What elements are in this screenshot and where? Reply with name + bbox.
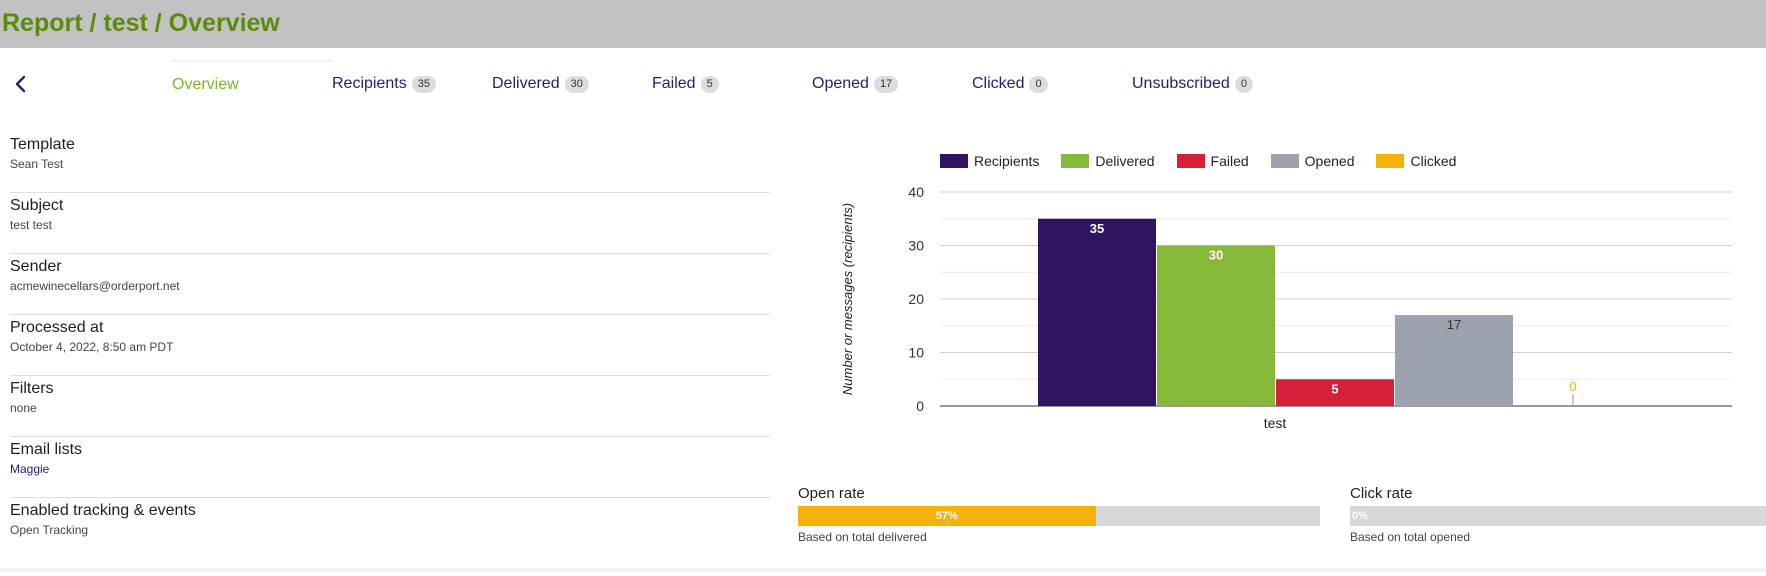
y-axis-label: Number or messages (recipients) [840,203,855,395]
x-category-label: test [1264,415,1287,431]
detail-value: Sean Test [10,157,64,171]
legend-item-recipients[interactable]: Recipients [940,153,1039,169]
y-tick-label: 0 [916,398,924,414]
bar-value-label: 30 [1209,248,1223,263]
tab-clicked[interactable]: Clicked 0 [972,60,1048,108]
detail-sender: Sender acmewinecellars@orderport.net [10,254,770,315]
chart-legend: Recipients Delivered Failed Opened Click… [940,151,1478,171]
count-badge: 0 [1029,75,1048,93]
detail-value: none [10,401,37,415]
report-tabs: Overview Recipients 35 Delivered 30 Fail… [0,60,1766,108]
count-badge: 35 [411,75,436,93]
tab-label: Overview [172,76,239,93]
detail-label: Filters [10,380,54,397]
open-rate-title: Open rate [798,485,865,502]
tab-recipients[interactable]: Recipients 35 [332,60,436,108]
detail-subject: Subject test test [10,193,770,254]
open-rate-fill: 57% [798,506,1096,526]
y-tick-label: 40 [908,184,924,200]
y-tick-label: 20 [908,291,924,307]
y-tick-label: 30 [908,238,924,254]
tab-label: Delivered [492,75,560,92]
detail-value: test test [10,218,53,232]
click-rate-fill: 0% [1352,510,1368,522]
click-rate-caption: Based on total opened [1350,530,1471,544]
detail-value: Open Tracking [10,523,89,537]
count-badge: 5 [700,75,719,93]
detail-label: Sender [10,258,62,275]
tab-label: Unsubscribed [1132,75,1230,92]
legend-swatch [1376,154,1405,168]
open-rate-bar: 57% [798,506,1320,526]
click-rate-bar: 0% [1350,506,1766,526]
legend-label: Failed [1210,153,1249,169]
tab-overview[interactable]: Overview [172,60,332,108]
tab-opened[interactable]: Opened 17 [812,60,899,108]
tab-delivered[interactable]: Delivered 30 [492,60,589,108]
detail-value: October 4, 2022, 8:50 am PDT [10,340,174,354]
detail-label: Enabled tracking & events [10,502,196,519]
detail-value: acmewinecellars@orderport.net [10,279,180,293]
tab-label: Clicked [972,75,1025,92]
chevron-left-icon [15,75,26,93]
bar-value-label: 0 [1569,379,1576,394]
detail-tracking: Enabled tracking & events Open Tracking [10,498,770,559]
legend-swatch [1270,154,1299,168]
legend-label: Opened [1304,153,1355,169]
legend-item-failed[interactable]: Failed [1176,153,1249,169]
tab-label: Failed [652,75,696,92]
legend-item-clicked[interactable]: Clicked [1376,153,1456,169]
detail-label: Email lists [10,441,83,458]
open-rate: Open rate 57% Based on total delivered [798,485,1320,544]
page-header: Report / test / Overview [0,0,1766,48]
detail-template: Template Sean Test [10,132,770,193]
bar-delivered [1157,245,1275,406]
detail-label: Subject [10,197,64,214]
back-button[interactable] [10,73,32,95]
count-badge: 17 [873,75,899,93]
count-badge: 0 [1234,75,1253,93]
legend-label: Delivered [1095,153,1155,169]
messages-bar-chart: 0 10 20 30 40 Number or messages (recipients)… [840,184,1732,431]
legend-label: Clicked [1410,153,1457,169]
tab-label: Recipients [332,75,407,92]
open-rate-caption: Based on total delivered [798,530,927,544]
email-list-link[interactable]: Maggie [10,462,50,476]
tab-failed[interactable]: Failed 5 [652,60,719,108]
detail-label: Template [10,136,75,153]
tab-unsubscribed[interactable]: Unsubscribed 0 [1132,60,1253,108]
legend-swatch [1176,154,1205,168]
legend-item-opened[interactable]: Opened [1270,153,1355,169]
detail-filters: Filters none [10,376,770,437]
bar-value-label: 5 [1331,381,1338,396]
page-title: Report / test / Overview [2,9,280,37]
detail-processed-at: Processed at October 4, 2022, 8:50 am PD… [10,315,770,376]
legend-swatch [940,154,968,168]
detail-email-lists: Email lists Maggie [10,437,770,498]
y-tick-label: 10 [908,345,924,361]
bar-value-label: 35 [1090,221,1104,236]
count-badge: 30 [564,75,589,93]
bar-opened [1395,315,1513,406]
footer-divider [0,568,1766,572]
bar-recipients [1038,218,1156,406]
click-rate: Click rate 0% Based on total opened [1350,485,1766,544]
legend-item-delivered[interactable]: Delivered [1061,153,1155,169]
bar-failed [1276,379,1394,406]
tab-label: Opened [812,75,869,92]
legend-label: Recipients [974,153,1040,169]
legend-swatch [1061,154,1090,168]
report-details: Template Sean Test Subject test test Sen… [10,132,770,559]
click-rate-title: Click rate [1350,485,1413,502]
bar-value-label: 17 [1447,317,1461,332]
detail-label: Processed at [10,319,104,336]
